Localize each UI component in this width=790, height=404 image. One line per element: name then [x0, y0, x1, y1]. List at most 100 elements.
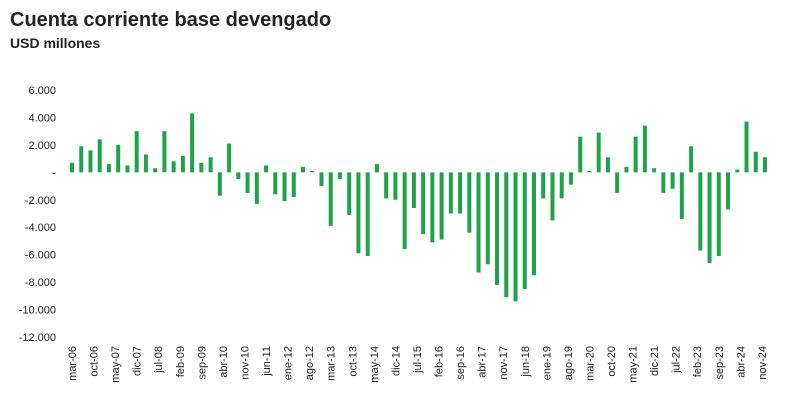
bar: [301, 166, 305, 173]
x-tick-label: ene-19: [541, 346, 553, 380]
bar: [476, 172, 481, 273]
bar: [652, 168, 657, 173]
bar: [550, 172, 555, 221]
x-tick-label: mar-20: [584, 346, 596, 381]
bar: [430, 172, 435, 243]
bar: [596, 132, 601, 173]
bar: [615, 172, 620, 193]
x-tick-label: jul-22: [671, 346, 683, 374]
bar: [153, 168, 158, 173]
bar: [88, 150, 93, 173]
x-tick-label: dic-21: [649, 346, 661, 376]
bar: [199, 162, 204, 173]
y-tick-label: -8.000: [25, 277, 56, 289]
bar: [448, 172, 453, 214]
bar: [245, 172, 250, 193]
x-tick-label: mar-06: [67, 346, 79, 381]
bar: [236, 172, 241, 180]
x-tick-label: ago-19: [563, 346, 575, 380]
bar: [735, 169, 740, 173]
x-tick-label: nov-17: [498, 346, 510, 380]
x-tick-label: may-14: [369, 346, 381, 383]
bar: [458, 172, 463, 214]
x-tick-label: ene-12: [283, 346, 295, 380]
bar: [143, 154, 148, 173]
y-tick-label: -10.000: [19, 305, 56, 317]
x-tick-label: feb-23: [692, 346, 704, 377]
bar: [439, 172, 444, 240]
bar: [495, 172, 500, 285]
bar: [504, 172, 509, 298]
bar: [356, 172, 361, 254]
x-tick-label: dic-14: [390, 346, 402, 376]
bar: [541, 172, 546, 199]
bar: [642, 125, 647, 173]
x-tick-label: feb-16: [434, 346, 446, 377]
bar: [171, 161, 176, 173]
bar: [365, 172, 370, 257]
y-tick-label: -6.000: [25, 250, 56, 262]
bar: [513, 172, 518, 302]
bar: [532, 172, 536, 276]
bar: [698, 172, 703, 251]
x-tick-label: abr-17: [477, 346, 489, 378]
y-tick-label: 4.000: [28, 112, 56, 124]
bar: [753, 151, 758, 173]
bar: [190, 113, 195, 173]
bar: [217, 172, 222, 196]
x-tick-label: may-07: [110, 346, 122, 383]
x-tick-label: oct-06: [89, 346, 101, 377]
bar: [97, 139, 102, 173]
bar: [337, 172, 342, 180]
chart-subtitle: USD millones: [10, 35, 100, 51]
bar: [384, 172, 389, 199]
x-tick-label: ago-12: [304, 346, 316, 380]
chart-title: Cuenta corriente base devengado: [10, 9, 331, 31]
x-tick-label: jun-18: [520, 346, 532, 378]
bar: [661, 172, 666, 193]
bar: [70, 162, 74, 173]
bar: [273, 172, 278, 195]
bar: [421, 172, 426, 235]
x-tick-label: may-21: [628, 346, 640, 383]
bar: [393, 172, 398, 200]
bar: [467, 172, 472, 233]
y-tick-label: 6.000: [28, 85, 56, 97]
bar: [319, 172, 324, 187]
bar: [402, 172, 407, 250]
bar: [744, 121, 749, 173]
bar: [264, 165, 269, 173]
bar: [162, 131, 167, 173]
bar: [485, 172, 490, 265]
x-tick-label: abr-10: [218, 346, 230, 378]
x-tick-label: sep-09: [196, 346, 208, 380]
bar: [125, 165, 130, 173]
x-tick-label: jul-15: [412, 346, 424, 374]
bar: [208, 157, 213, 173]
bar: [763, 157, 767, 173]
x-tick-label: sep-23: [714, 346, 726, 380]
x-tick-label: nov-10: [239, 346, 251, 380]
bar: [716, 172, 721, 257]
bar: [679, 172, 684, 219]
x-tick-label: abr-24: [735, 346, 747, 378]
bar: [106, 164, 111, 173]
bar: [587, 170, 592, 173]
bar: [134, 131, 139, 173]
bar: [310, 170, 315, 173]
x-tick-label: nov-24: [757, 346, 769, 380]
x-tick-label: dic-07: [132, 346, 144, 376]
bar: [689, 146, 694, 173]
bar: [79, 146, 84, 173]
bar: [291, 172, 296, 198]
y-tick-label: -2.000: [25, 195, 56, 207]
x-tick-label: jun-11: [261, 346, 273, 377]
bar: [282, 172, 287, 202]
x-tick-label: sep-16: [455, 346, 467, 380]
bar: [116, 144, 121, 173]
y-tick-label: 2.000: [28, 140, 56, 152]
bar: [578, 136, 583, 173]
bar: [254, 172, 259, 204]
y-tick-label: -: [52, 167, 56, 179]
